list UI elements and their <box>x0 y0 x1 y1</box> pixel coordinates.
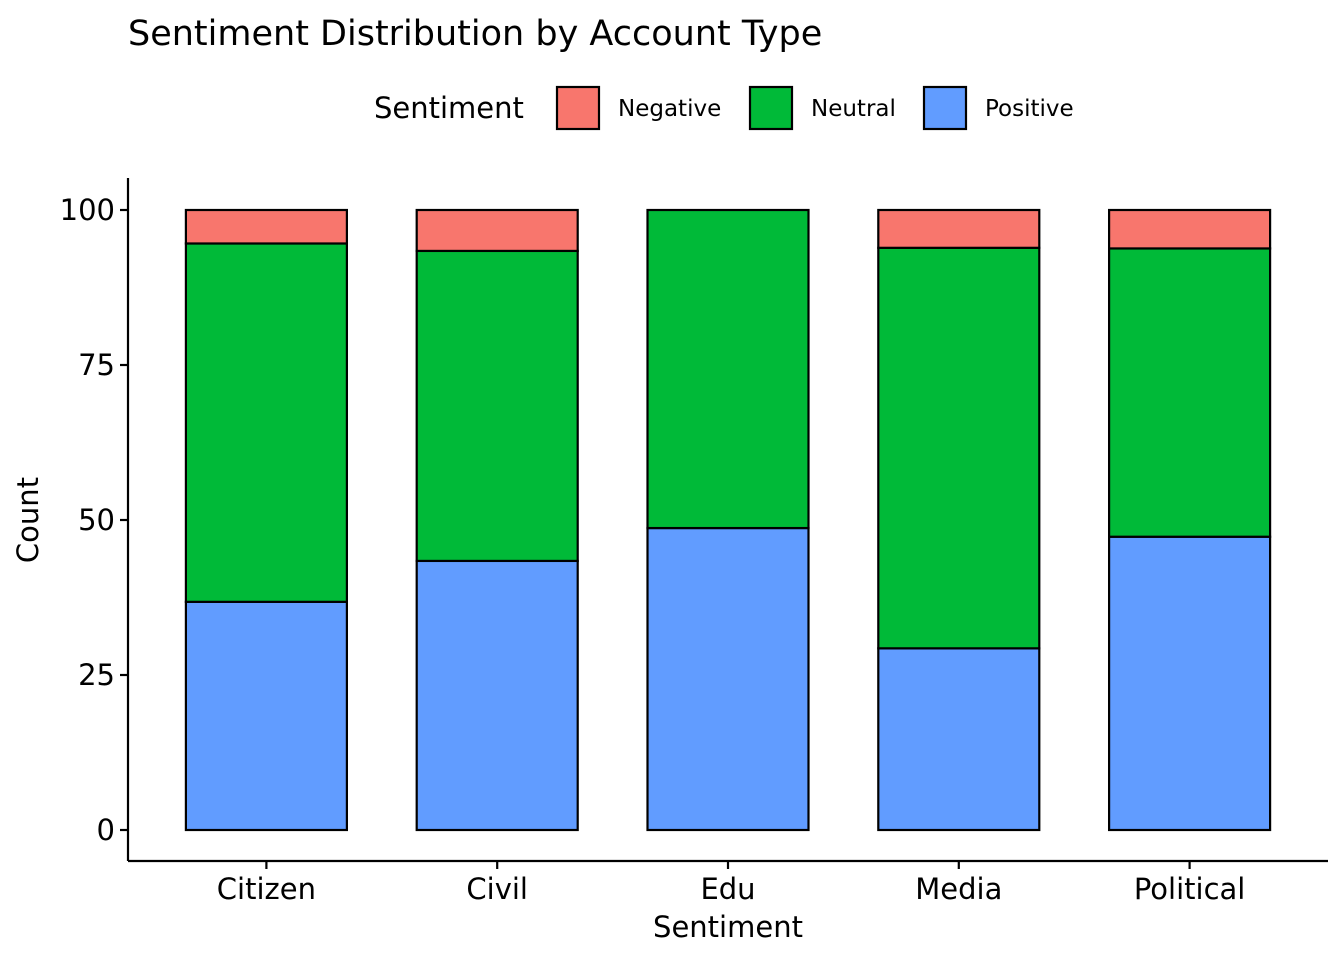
legend-title: Sentiment <box>374 91 524 125</box>
x-tick-label: Civil <box>466 872 528 906</box>
legend-label-positive: Positive <box>985 96 1074 122</box>
bar-positive-citizen <box>184 600 348 832</box>
bar-positive-media <box>877 647 1041 832</box>
chart-title: Sentiment Distribution by Account Type <box>128 14 822 54</box>
bar-neutral-civil <box>415 249 579 563</box>
y-axis: 0 25 50 75 100 <box>60 178 130 861</box>
x-tick-label: Edu <box>700 872 755 906</box>
y-axis-title: Count <box>11 477 45 563</box>
y-tick-label: 75 <box>78 348 115 382</box>
legend-key-negative <box>555 85 601 131</box>
bar-negative-citizen <box>184 208 348 245</box>
y-tick-label: 100 <box>60 193 115 227</box>
bar-neutral-edu <box>646 208 810 530</box>
x-tick-label: Citizen <box>217 872 316 906</box>
bar-neutral-media <box>877 246 1041 650</box>
y-tick-label: 25 <box>78 658 115 692</box>
bar-positive-civil <box>415 559 579 832</box>
x-tick-label: Media <box>915 872 1002 906</box>
bar-negative-political <box>1107 208 1272 250</box>
bar-negative-civil <box>415 208 579 253</box>
y-tick-label: 0 <box>97 813 115 847</box>
bar-negative-media <box>877 208 1041 249</box>
bar-positive-edu <box>646 526 810 832</box>
y-tick-label: 50 <box>78 503 115 537</box>
bar-neutral-citizen <box>184 242 348 603</box>
bar-neutral-political <box>1107 247 1272 538</box>
x-axis-title: Sentiment <box>653 910 803 944</box>
legend-key-neutral <box>748 85 794 131</box>
legend: Sentiment Negative Neutral Positive <box>374 85 1074 131</box>
x-tick-label: Political <box>1134 872 1246 906</box>
bars <box>184 208 1272 832</box>
legend-key-positive <box>922 85 968 131</box>
legend-label-neutral: Neutral <box>811 96 896 122</box>
legend-label-negative: Negative <box>618 96 721 122</box>
bar-positive-political <box>1107 535 1272 832</box>
x-axis: Citizen Civil Edu Media Political <box>128 859 1328 906</box>
